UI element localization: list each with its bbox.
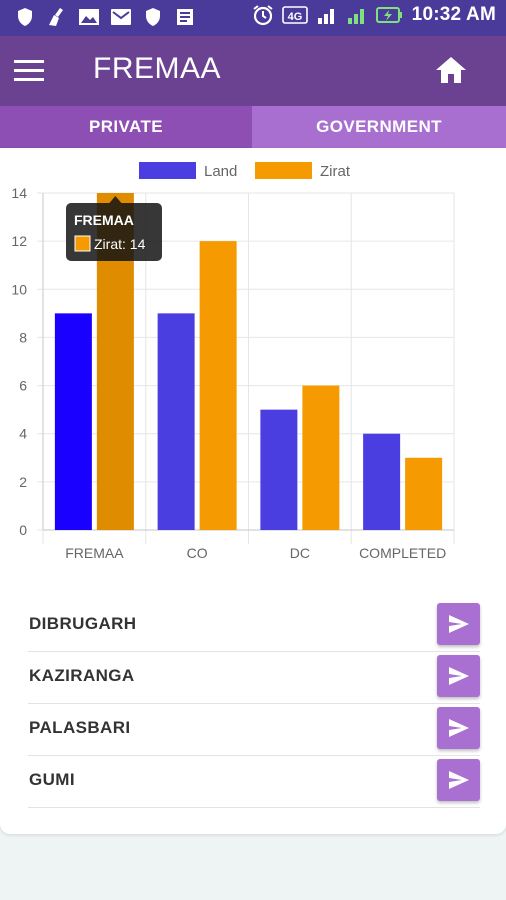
battery-charging-icon [375, 4, 404, 26]
tooltip-swatch [74, 235, 91, 252]
menu-icon[interactable] [14, 58, 44, 84]
tooltip-label: Zirat: 14 [94, 236, 146, 252]
y-tick-label: 8 [19, 329, 27, 345]
bar-land[interactable] [157, 313, 195, 530]
tooltip-arrow [109, 196, 122, 203]
tab-bar: PRIVATE GOVERNMENT [0, 106, 506, 148]
send-button[interactable] [437, 707, 480, 749]
list-item: PALASBARI [28, 704, 480, 756]
tooltip-title: FREMAA [74, 212, 134, 228]
network-4g-icon: 4G [281, 4, 308, 26]
shield-icon [14, 6, 36, 28]
x-tick-label: CO [187, 545, 208, 561]
alarm-icon [252, 4, 274, 26]
signal-sim2-icon [346, 4, 368, 26]
mail-icon [110, 6, 132, 28]
y-tick-label: 0 [19, 522, 27, 538]
send-icon [448, 771, 469, 789]
legend-swatch-zirat [255, 162, 312, 179]
y-tick-label: 4 [19, 426, 27, 442]
list-item-label: PALASBARI [29, 718, 131, 737]
app-bar: FREMAA [0, 36, 506, 106]
send-button[interactable] [437, 655, 480, 697]
list-item: GUMI [28, 756, 480, 808]
legend-label: Land [204, 163, 237, 180]
send-button[interactable] [437, 759, 480, 801]
legend-swatch-land [139, 162, 196, 179]
news-icon [174, 6, 196, 28]
y-tick-label: 6 [19, 378, 27, 394]
y-tick-label: 2 [19, 474, 27, 490]
home-icon[interactable] [434, 53, 468, 87]
send-icon [448, 615, 469, 633]
list-item-label: KAZIRANGA [29, 666, 135, 685]
list-item: KAZIRANGA [28, 652, 480, 704]
tab-private[interactable]: PRIVATE [0, 106, 252, 148]
svg-text:4G: 4G [287, 11, 302, 23]
bar-zirat[interactable] [199, 241, 237, 530]
bar-zirat[interactable] [302, 385, 340, 530]
send-icon [448, 667, 469, 685]
bar-zirat[interactable] [405, 457, 443, 530]
signal-icon [316, 4, 338, 26]
x-tick-label: COMPLETED [359, 545, 446, 561]
bar-land[interactable] [54, 313, 92, 530]
x-tick-label: DC [290, 545, 310, 561]
location-list: DIBRUGARH KAZIRANGA PALASBARI GUMI [28, 600, 480, 808]
y-tick-label: 12 [11, 233, 27, 249]
send-button[interactable] [437, 603, 480, 645]
image-icon [78, 6, 100, 28]
tab-government[interactable]: GOVERNMENT [252, 106, 506, 148]
legend-label: Zirat [320, 163, 351, 180]
send-icon [448, 719, 469, 737]
bar-land[interactable] [363, 433, 401, 530]
bar-chart: 0 2 4 6 8 10 12 14 FREMAA CO DC COMPLETED Land Zirat F… [11, 162, 455, 561]
broom-icon [46, 6, 68, 28]
page-title: FREMAA [93, 52, 222, 85]
list-item-label: DIBRUGARH [29, 614, 137, 633]
y-tick-label: 14 [11, 185, 27, 201]
shield-icon [142, 6, 164, 28]
y-tick-label: 10 [11, 281, 27, 297]
list-item: DIBRUGARH [28, 600, 480, 652]
list-item-label: GUMI [29, 770, 75, 789]
x-tick-label: FREMAA [65, 545, 124, 561]
status-bar: 4G 10:32 AM [0, 0, 506, 36]
status-time: 10:32 AM [411, 4, 496, 25]
bar-land[interactable] [260, 409, 298, 530]
